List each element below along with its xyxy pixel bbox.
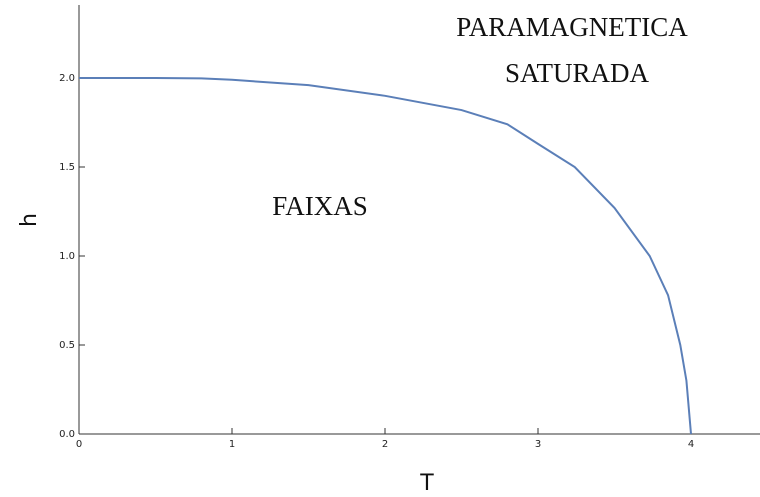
x-tick-label: 4 bbox=[688, 439, 694, 450]
annotation: PARAMAGNETICA bbox=[456, 12, 688, 42]
x-tick-label: 1 bbox=[229, 439, 235, 450]
annotation: SATURADA bbox=[505, 58, 650, 88]
x-axis-label: T bbox=[419, 471, 434, 496]
y-tick-label: 1.5 bbox=[59, 162, 75, 173]
line bbox=[79, 77, 692, 435]
y-axis-label: h bbox=[17, 213, 42, 227]
x-tick-label: 0 bbox=[76, 439, 82, 450]
y-tick-label: 1.0 bbox=[59, 251, 75, 262]
annotation: FAIXAS bbox=[272, 191, 368, 221]
y-tick-label: 0.0 bbox=[59, 429, 75, 440]
y-tick-label: 0.5 bbox=[59, 340, 75, 351]
x-tick-label: 2 bbox=[382, 439, 388, 450]
y-tick-label: 2.0 bbox=[59, 73, 75, 84]
x-tick-label: 3 bbox=[535, 439, 541, 450]
